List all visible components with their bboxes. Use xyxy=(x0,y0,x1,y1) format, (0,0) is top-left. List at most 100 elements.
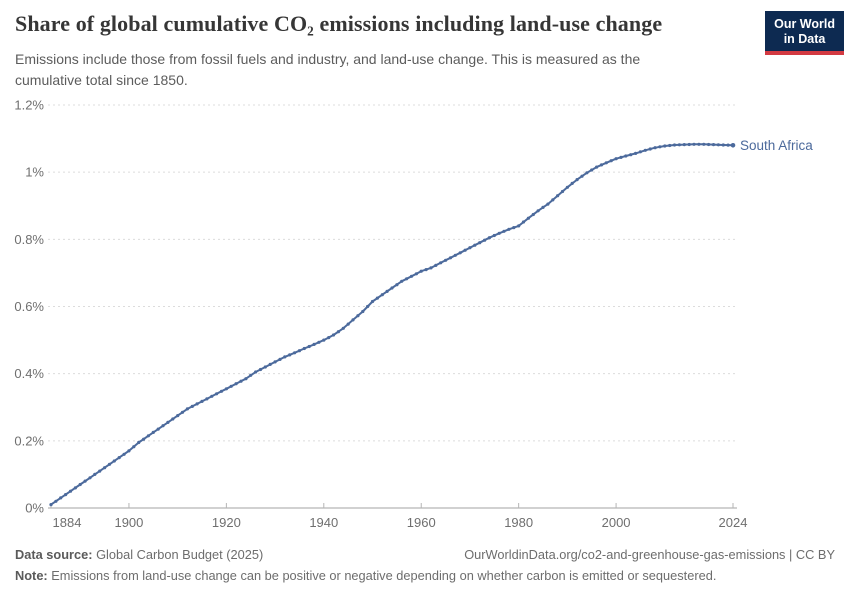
data-point[interactable] xyxy=(726,143,730,147)
data-point[interactable] xyxy=(375,296,379,300)
data-point[interactable] xyxy=(629,153,633,157)
data-point[interactable] xyxy=(127,449,131,453)
data-point[interactable] xyxy=(215,392,219,396)
data-point[interactable] xyxy=(73,486,77,490)
data-point[interactable] xyxy=(609,159,613,163)
series-line[interactable] xyxy=(50,143,734,506)
data-point[interactable] xyxy=(405,277,409,281)
data-point[interactable] xyxy=(312,342,316,346)
data-point[interactable] xyxy=(122,452,126,456)
data-point[interactable] xyxy=(580,174,584,178)
data-point[interactable] xyxy=(707,142,711,147)
data-point[interactable] xyxy=(341,326,345,330)
data-point[interactable] xyxy=(88,476,92,480)
data-point[interactable] xyxy=(137,440,141,445)
data-point[interactable] xyxy=(166,420,170,424)
data-point[interactable] xyxy=(429,266,433,270)
data-point[interactable] xyxy=(604,161,608,165)
data-point[interactable] xyxy=(692,142,696,146)
data-point[interactable] xyxy=(195,402,199,406)
data-point[interactable] xyxy=(64,493,68,497)
data-point[interactable] xyxy=(541,205,545,209)
data-point[interactable] xyxy=(556,194,560,198)
data-point[interactable] xyxy=(619,155,623,159)
data-point[interactable] xyxy=(161,424,165,428)
data-point[interactable] xyxy=(307,344,311,349)
data-point[interactable] xyxy=(288,353,292,357)
data-point[interactable] xyxy=(49,503,53,507)
data-point[interactable] xyxy=(176,414,180,418)
data-point[interactable] xyxy=(254,370,258,374)
data-point[interactable] xyxy=(672,143,677,147)
data-point[interactable] xyxy=(361,309,365,314)
data-point[interactable] xyxy=(83,479,87,483)
data-point[interactable] xyxy=(599,163,604,167)
data-point[interactable] xyxy=(439,261,443,265)
data-point[interactable] xyxy=(473,243,477,247)
data-point[interactable] xyxy=(219,389,224,393)
data-point[interactable] xyxy=(590,168,594,172)
data-point[interactable] xyxy=(380,293,384,297)
data-point[interactable] xyxy=(444,258,448,262)
data-point[interactable] xyxy=(244,377,248,381)
data-point[interactable] xyxy=(682,143,686,147)
data-point[interactable] xyxy=(595,165,599,169)
data-point[interactable] xyxy=(273,360,277,364)
data-point[interactable] xyxy=(268,362,272,366)
data-point[interactable] xyxy=(68,489,73,493)
data-point[interactable] xyxy=(448,256,453,260)
data-point[interactable] xyxy=(697,142,701,146)
data-point[interactable] xyxy=(263,365,267,369)
data-point[interactable] xyxy=(356,314,360,318)
data-point[interactable] xyxy=(507,227,511,231)
data-point[interactable] xyxy=(258,367,263,372)
data-point[interactable] xyxy=(570,181,574,185)
data-point[interactable] xyxy=(560,189,565,194)
data-point[interactable] xyxy=(575,178,579,182)
data-point[interactable] xyxy=(112,459,116,463)
data-point[interactable] xyxy=(648,147,652,151)
data-point[interactable] xyxy=(419,269,423,273)
data-point[interactable] xyxy=(702,142,706,146)
data-point[interactable] xyxy=(302,346,306,351)
data-point[interactable] xyxy=(638,150,643,154)
data-point[interactable] xyxy=(59,496,63,500)
data-point[interactable] xyxy=(463,248,467,252)
data-point[interactable] xyxy=(687,142,691,147)
data-point[interactable] xyxy=(54,499,58,503)
data-point[interactable] xyxy=(283,355,287,359)
data-point[interactable] xyxy=(424,268,428,272)
data-point[interactable] xyxy=(366,304,370,309)
data-point[interactable] xyxy=(458,251,462,255)
attribution-link[interactable]: OurWorldinData.org/co2-and-greenhouse-ga… xyxy=(464,547,835,562)
data-point[interactable] xyxy=(210,394,214,398)
data-point[interactable] xyxy=(205,397,209,401)
data-point[interactable] xyxy=(492,233,496,238)
data-point[interactable] xyxy=(322,338,326,342)
data-point[interactable] xyxy=(551,198,555,202)
data-point[interactable] xyxy=(512,226,516,230)
data-point[interactable] xyxy=(643,148,647,152)
data-point[interactable] xyxy=(531,212,535,217)
data-point[interactable] xyxy=(453,253,457,257)
data-point[interactable] xyxy=(517,224,521,228)
series-end-point[interactable] xyxy=(730,143,736,148)
data-point[interactable] xyxy=(278,357,282,361)
series-label[interactable]: South Africa xyxy=(740,138,813,153)
data-point[interactable] xyxy=(414,272,418,276)
data-point[interactable] xyxy=(327,336,331,340)
data-point[interactable] xyxy=(229,384,233,388)
data-point[interactable] xyxy=(98,469,102,473)
data-point[interactable] xyxy=(370,299,375,304)
data-point[interactable] xyxy=(390,286,394,290)
data-point[interactable] xyxy=(585,171,589,175)
data-point[interactable] xyxy=(668,143,672,148)
data-point[interactable] xyxy=(103,466,107,470)
data-point[interactable] xyxy=(317,340,321,344)
data-point[interactable] xyxy=(190,404,194,408)
data-point[interactable] xyxy=(331,333,336,337)
data-point[interactable] xyxy=(409,274,414,278)
data-point[interactable] xyxy=(93,472,97,476)
data-point[interactable] xyxy=(146,434,150,438)
